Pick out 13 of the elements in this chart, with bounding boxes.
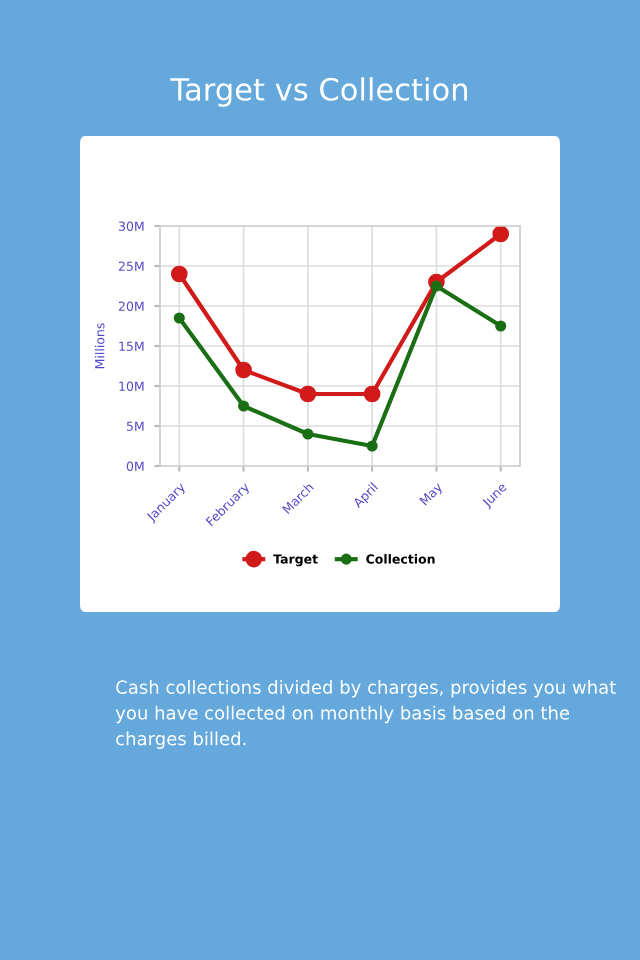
point bbox=[235, 361, 252, 379]
point bbox=[495, 320, 507, 332]
chart-title: Target vs Collection bbox=[170, 77, 467, 107]
point bbox=[492, 226, 510, 243]
point bbox=[170, 265, 188, 283]
point bbox=[366, 440, 378, 452]
point bbox=[302, 428, 314, 440]
text: Cash collections divided by charges, provides you what you have collected on monthly basis based on the charges billed. bbox=[115, 680, 616, 749]
point bbox=[173, 312, 185, 324]
point bbox=[363, 385, 381, 403]
point bbox=[238, 400, 250, 412]
point bbox=[299, 385, 317, 403]
point bbox=[430, 280, 442, 292]
